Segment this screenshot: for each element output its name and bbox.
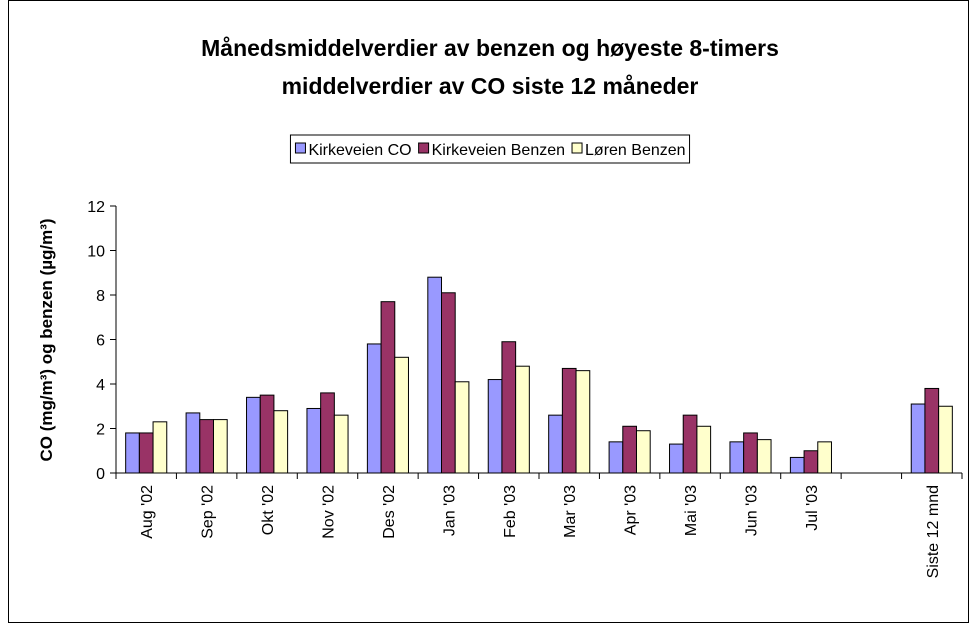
chart-title: middelverdier av CO siste 12 måneder <box>282 73 699 99</box>
y-tick-label: 10 <box>87 244 105 261</box>
bar <box>199 419 214 474</box>
bar <box>259 394 275 474</box>
bar <box>394 356 409 474</box>
y-tick-label: 6 <box>96 333 105 350</box>
x-tick-label: Mar '03 <box>562 485 579 538</box>
x-tick-label: Jun '03 <box>744 485 761 536</box>
y-tick-label: 0 <box>96 466 105 483</box>
x-tick-label: Feb '03 <box>502 485 519 538</box>
x-tick-label: Okt '02 <box>260 485 277 535</box>
bar <box>138 432 154 474</box>
bar <box>125 432 140 474</box>
bar <box>938 405 953 474</box>
bar <box>246 396 261 474</box>
bar <box>380 301 396 474</box>
bar <box>924 387 940 474</box>
bar <box>366 343 382 474</box>
y-axis-title: CO (mg/m³) og benzen (µg/m³) <box>37 218 56 461</box>
bar <box>152 421 168 474</box>
bar <box>756 439 772 474</box>
bar <box>487 379 503 474</box>
x-tick-label: Sep '02 <box>200 485 217 539</box>
bar <box>910 403 926 474</box>
y-tick-label: 12 <box>87 199 105 216</box>
bar <box>306 407 322 474</box>
bar <box>743 432 758 474</box>
x-tick-label: Apr '03 <box>623 485 640 535</box>
x-tick-label: Nov '02 <box>321 485 338 539</box>
chart-frame <box>8 0 969 623</box>
bar <box>273 410 289 474</box>
y-tick-label: 4 <box>96 377 105 394</box>
legend-swatch <box>418 142 430 154</box>
y-tick-label: 2 <box>96 422 105 439</box>
bar <box>729 441 745 474</box>
bar <box>669 443 684 474</box>
bar <box>501 341 517 474</box>
legend-label: Kirkeveien CO <box>308 142 411 159</box>
bar <box>682 414 698 474</box>
bar <box>789 456 805 474</box>
legend-swatch <box>571 142 583 154</box>
bar <box>608 441 624 474</box>
chart-title: Månedsmiddelverdier av benzen og høyeste… <box>201 35 779 61</box>
bar <box>320 392 335 474</box>
bar <box>212 419 228 474</box>
x-tick-label: Jan '03 <box>441 485 458 536</box>
bar <box>622 425 637 474</box>
legend-label: Løren Benzen <box>585 142 686 159</box>
bar <box>575 370 591 474</box>
bar <box>515 365 530 474</box>
bar <box>696 425 712 474</box>
y-tick-label: 8 <box>96 288 105 305</box>
x-tick-label: Aug '02 <box>139 485 156 539</box>
bar <box>185 412 201 474</box>
bar <box>333 414 349 474</box>
bar <box>803 450 819 474</box>
bar <box>817 441 832 474</box>
x-tick-label: Des '02 <box>381 485 398 539</box>
bar <box>454 381 470 474</box>
bar <box>427 276 443 474</box>
bar <box>635 430 651 474</box>
bar <box>548 414 563 474</box>
bar <box>441 292 456 474</box>
bar <box>561 367 577 474</box>
legend-swatch <box>294 142 306 154</box>
legend <box>289 134 691 164</box>
x-tick-label: Siste 12 mnd <box>925 485 942 578</box>
x-tick-label: Mai '03 <box>683 485 700 536</box>
x-tick-label: Jul '03 <box>804 485 821 531</box>
legend-label: Kirkeveien Benzen <box>432 142 565 159</box>
